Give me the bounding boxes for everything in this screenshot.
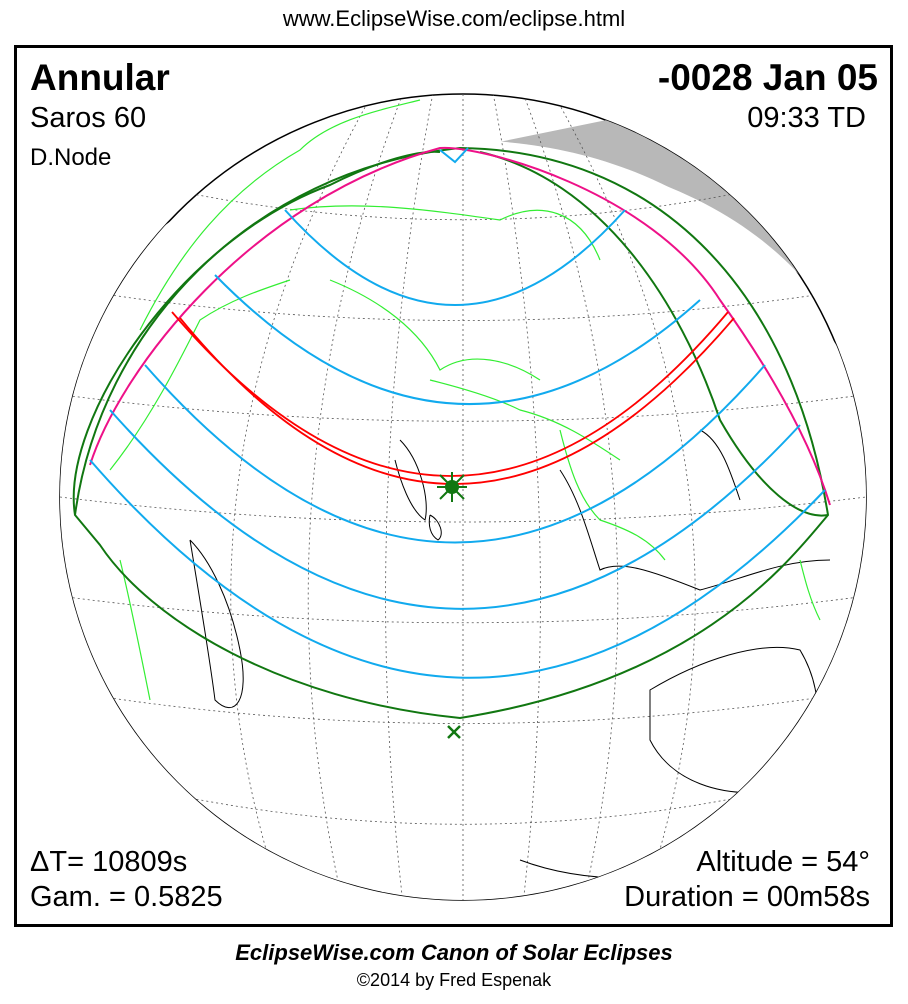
map-frame — [14, 45, 893, 927]
meridian-line — [492, 94, 541, 900]
penumbra-inner-limit-left — [72, 150, 441, 516]
greatest-eclipse-star-icon — [437, 472, 467, 502]
eclipse-type: Annular — [30, 57, 170, 98]
parallel-line — [113, 698, 813, 724]
meridian-line — [385, 94, 434, 900]
meridian-line — [307, 94, 403, 900]
parallel-line — [72, 597, 854, 624]
meridian-line — [523, 94, 619, 900]
source-url: www.EclipseWise.com/eclipse.html — [282, 6, 626, 31]
footer-title: EclipseWise.com Canon of Solar Eclipses — [235, 940, 673, 965]
day-region — [60, 140, 866, 900]
parallel-line — [60, 496, 866, 523]
eclipse-time: 09:33 TD — [747, 102, 866, 134]
sub-point-x-icon — [447, 725, 461, 739]
altitude: Altitude = 54° — [696, 846, 870, 878]
graticule — [60, 94, 866, 900]
footer-copyright: ©2014 by Fred Espenak — [356, 970, 552, 990]
magnitude-curves — [89, 209, 826, 679]
saros-number: Saros 60 — [30, 102, 147, 134]
magnitude-notch — [439, 147, 469, 164]
parallel-line — [72, 395, 854, 422]
country-borders — [109, 99, 821, 701]
node-type: D.Node — [30, 144, 112, 171]
penumbra-inner-limit-right — [479, 151, 829, 517]
parallel-line — [196, 798, 730, 825]
parallel-line — [113, 295, 813, 321]
delta-t: ΔT= 10809s — [30, 846, 188, 878]
meridian-line — [230, 94, 373, 900]
eclipse-date: -0028 Jan 05 — [657, 57, 878, 98]
meridian-line — [553, 94, 696, 900]
gamma: Gam. = 0.5825 — [30, 881, 223, 913]
duration: Duration = 00m58s — [624, 881, 870, 913]
